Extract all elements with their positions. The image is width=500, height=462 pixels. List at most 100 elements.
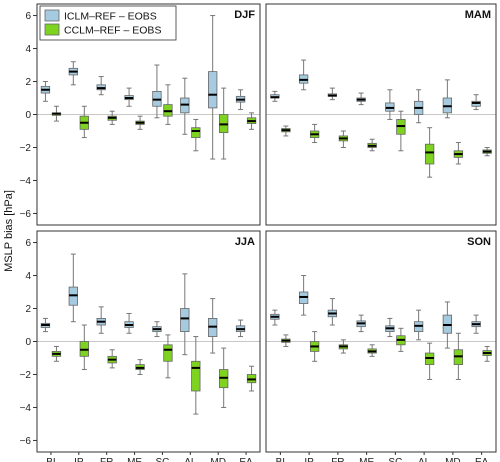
panel-title: DJF (234, 9, 255, 21)
box-md (442, 301, 453, 349)
y-tick-label: 2 (25, 77, 31, 88)
box-al (191, 336, 201, 415)
y-tick-label: −2 (20, 143, 32, 154)
panels-layer: DJF −6 −4 −2 0 2 4 6 MAM JJA −6 −4 −2 0 2 4 6 BI IP FR ME SC A… (20, 3, 497, 462)
legend-swatch (44, 9, 60, 22)
y-tick-label: 6 (25, 238, 31, 249)
box-me (124, 87, 134, 107)
iqr-box (191, 360, 201, 392)
box-me (356, 92, 366, 106)
box-al (424, 127, 435, 178)
box-ip (79, 324, 89, 371)
box-bi (40, 81, 51, 102)
box-ip (309, 123, 320, 144)
box-sc (396, 110, 406, 152)
legend-label: ICLM–REF – EOBS (64, 11, 157, 23)
box-me (356, 314, 366, 333)
box-al (180, 77, 190, 135)
panel-frame (265, 230, 497, 453)
panel-title: SON (467, 236, 491, 248)
box-md (219, 347, 229, 408)
iqr-box (191, 127, 201, 138)
box-ea (471, 94, 481, 111)
x-tick-label: FR (100, 457, 113, 462)
box-fr (338, 339, 349, 354)
box-ip (309, 331, 320, 362)
box-md (442, 79, 453, 119)
y-tick-label: 6 (25, 11, 31, 22)
box-sc (396, 327, 406, 352)
box-ea (235, 319, 246, 338)
legend-box (39, 5, 177, 41)
box-me (367, 138, 377, 152)
legend-label: CCLM–REF – EOBS (64, 25, 161, 37)
series-cclm (281, 110, 492, 178)
y-tick-label: −2 (20, 370, 32, 381)
series-cclm (281, 327, 492, 380)
box-bi (270, 309, 280, 326)
panel-mam: MAM (265, 3, 497, 226)
box-ip (68, 61, 78, 86)
x-tick-label: FR (331, 457, 344, 462)
x-tick-label: BI (276, 457, 285, 462)
box-me (135, 115, 145, 130)
x-tick-label: SC (388, 457, 402, 462)
box-me (135, 359, 145, 375)
y-tick-label: −6 (20, 209, 32, 220)
box-bi (40, 317, 51, 333)
series-iclm (270, 59, 481, 124)
x-tick-label: AL (184, 457, 197, 462)
box-ea (471, 314, 481, 334)
box-al (191, 118, 201, 152)
x-tick-label: BI (46, 457, 55, 462)
series-cclm (51, 84, 257, 160)
x-tick-label: ME (127, 457, 142, 462)
box-sc (385, 317, 395, 338)
box-md (219, 87, 229, 160)
series-iclm (270, 275, 481, 349)
box-fr (96, 306, 106, 334)
box-ip (298, 59, 309, 91)
box-fr (96, 76, 106, 96)
box-ea (482, 345, 492, 362)
box-al (424, 342, 435, 380)
box-bi (281, 334, 291, 347)
x-tick-label: EA (239, 457, 253, 462)
x-tick-label: IP (304, 457, 314, 462)
box-md (208, 15, 218, 160)
box-md (453, 142, 464, 165)
y-axis-title: MSLP bias [hPa] (3, 190, 15, 272)
box-sc (152, 321, 162, 338)
box-sc (152, 64, 162, 119)
box-ip (68, 253, 78, 323)
box-al (180, 273, 190, 356)
y-tick-label: 2 (25, 304, 31, 315)
box-ea (246, 365, 257, 392)
box-al (413, 89, 424, 124)
x-tick-label: IP (74, 457, 84, 462)
y-tick-label: −4 (20, 403, 32, 414)
box-md (208, 298, 218, 354)
box-ea (482, 146, 492, 157)
x-tick-label: AL (418, 457, 431, 462)
box-ip (298, 275, 309, 316)
y-tick-label: −4 (20, 176, 32, 187)
x-tick-label: MD (445, 457, 461, 462)
panel-son: SON BI IP FR ME SC AL MD EA (265, 230, 497, 462)
box-md (453, 332, 464, 380)
panel-jja: JJA −6 −4 −2 0 2 4 6 BI IP FR ME SC AL MD EA (20, 230, 261, 462)
box-fr (327, 298, 338, 326)
x-tick-label: MD (210, 457, 226, 462)
y-tick-label: 0 (25, 337, 31, 348)
box-bi (281, 125, 291, 137)
box-bi (51, 105, 62, 122)
panel-title: JJA (235, 236, 255, 248)
legend-swatch (44, 23, 60, 36)
box-sc (385, 89, 395, 120)
box-ea (246, 112, 257, 130)
panel-title: MAM (465, 9, 491, 21)
series-iclm (40, 15, 246, 160)
y-tick-label: 4 (25, 271, 31, 282)
x-tick-label: ME (359, 457, 374, 462)
box-ip (79, 105, 89, 139)
